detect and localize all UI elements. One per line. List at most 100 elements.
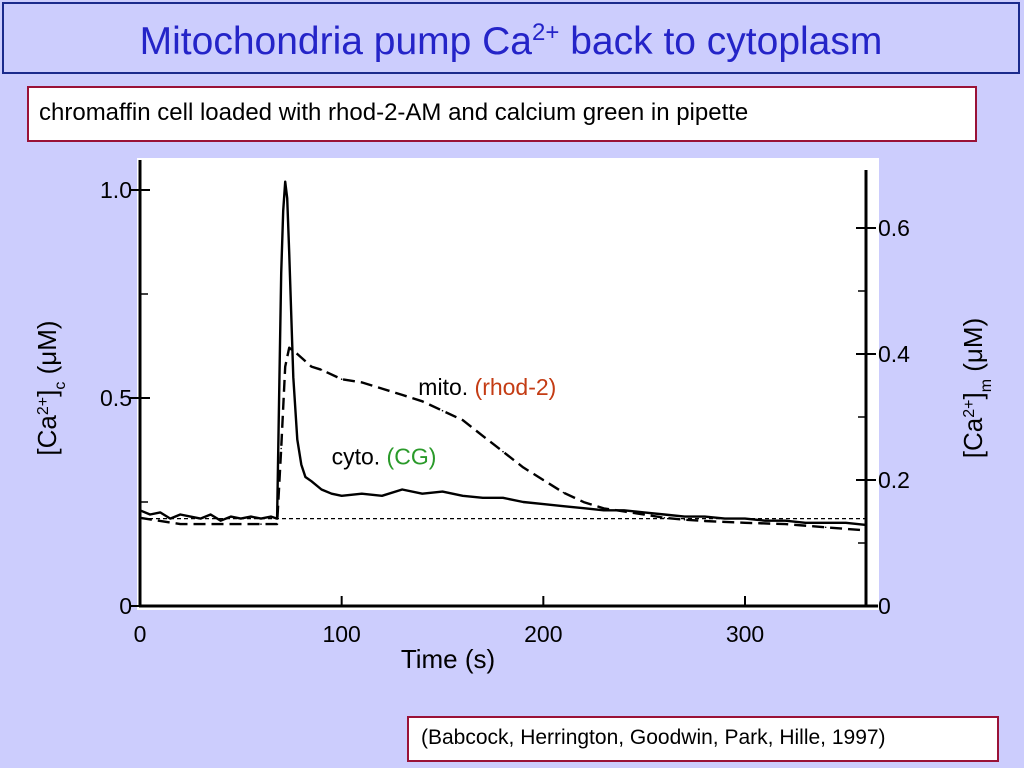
mito-point (643, 513, 645, 516)
mito-point (179, 523, 182, 525)
y-right-axis-label-part: 2+ (961, 400, 978, 418)
y-right-tick-label: 0 (878, 593, 891, 619)
series-name: cyto. (332, 444, 387, 470)
reference-citation: (Babcock, Herrington, Goodwin, Park, Hil… (421, 726, 886, 749)
cyto-point (169, 517, 172, 520)
y-right-tick-label: 0.4 (878, 341, 910, 367)
cyto-point (292, 376, 295, 379)
cyto-point (159, 511, 161, 514)
cyto-point (401, 488, 403, 491)
y-left-axis-label-part: 2+ (35, 397, 52, 415)
cyto-point (562, 505, 565, 507)
cyto-point (340, 494, 343, 497)
mito-point (703, 520, 706, 522)
cyto-point (683, 515, 686, 518)
mito-point (381, 387, 383, 390)
cyto-point (804, 522, 807, 524)
cyto-point (865, 524, 867, 526)
cyto-point (240, 517, 242, 520)
cyto-point (381, 494, 383, 497)
mito-point (865, 529, 867, 532)
cyto-point (724, 517, 726, 520)
mito-point (280, 447, 282, 450)
x-tick-label: 0 (134, 621, 147, 647)
cyto-point (304, 476, 307, 478)
y-left-axis-label-part: c (52, 382, 69, 390)
series-dye: (CG) (387, 444, 437, 470)
mito-point (784, 523, 787, 525)
slide-title: Mitochondria pump Ca2+ back to cytoplasm (139, 19, 883, 63)
mito-point (284, 365, 287, 368)
mito-point (542, 479, 545, 481)
cyto-point (199, 517, 202, 520)
mito-point (502, 450, 504, 453)
cyto-point (139, 509, 141, 512)
mito-point (276, 523, 278, 525)
mito-point (461, 419, 464, 421)
cyto-point (276, 517, 278, 520)
mito-point (288, 346, 291, 349)
cyto-point (179, 513, 182, 516)
y-right-axis-label-part: m (978, 379, 995, 392)
mito-trace (139, 346, 867, 532)
cyto-point (542, 503, 545, 505)
cyto-point (764, 519, 766, 522)
x-axis-label: Time (s) (401, 644, 495, 674)
y-right-tick-label: 0.6 (878, 215, 910, 241)
cyto-point (270, 515, 272, 518)
cyto-point (282, 210, 284, 212)
mito-point (522, 466, 524, 469)
mito-point (139, 517, 141, 519)
cyto-point (663, 513, 666, 516)
y-right-axis-label-part: (μM) (958, 318, 988, 379)
y-right-axis-label: [Ca2+]m (μM) (958, 318, 995, 458)
cyto-point (744, 517, 746, 520)
cyto-label: cyto. (CG) (332, 444, 437, 470)
mito-point (744, 522, 746, 524)
series-dye: (rhod-2) (475, 374, 557, 400)
cyto-point (482, 497, 484, 499)
subtitle-box: chromaffin cell loaded with rhod-2-AM an… (27, 86, 977, 142)
mito-point (361, 381, 363, 384)
cyto-point (461, 494, 464, 497)
x-tick-label: 300 (726, 621, 764, 647)
plot-background (137, 158, 879, 610)
mito-point (310, 365, 313, 368)
cyto-point (189, 515, 192, 518)
y-right-axis-label-part: ] (958, 392, 988, 399)
y-right-tick-label: 0.2 (878, 467, 910, 493)
y-left-axis-label: [Ca2+]c (μM) (32, 320, 69, 455)
mito-point (320, 368, 323, 371)
cyto-point (582, 507, 585, 510)
cyto-point (603, 509, 605, 512)
y-left-axis-label-part: (μM) (32, 320, 62, 381)
y-left-tick-label: 0 (119, 593, 132, 619)
cyto-point (310, 480, 313, 483)
cyto-point (229, 515, 232, 518)
mito-point (219, 523, 222, 525)
title-box: Mitochondria pump Ca2+ back to cytoplasm (2, 2, 1020, 74)
x-tick-label: 200 (524, 621, 562, 647)
mito-point (296, 353, 299, 355)
cyto-point (149, 513, 151, 516)
cyto-point (522, 501, 524, 503)
reference-box: (Babcock, Herrington, Goodwin, Park, Hil… (407, 716, 999, 762)
mito-point (623, 510, 625, 513)
mito-point (824, 526, 827, 529)
cyto-point (320, 488, 323, 491)
mito-point (663, 517, 666, 519)
cyto-point (330, 492, 333, 495)
mito-label: mito. (rhod-2) (418, 374, 556, 400)
cyto-point (284, 180, 287, 183)
mito-point (582, 501, 585, 503)
cyto-point (441, 490, 444, 493)
mito-point (562, 491, 565, 494)
mito-point (260, 523, 262, 525)
y-left-tick-label: 1.0 (100, 177, 132, 203)
cyto-point (288, 251, 291, 254)
cyto-point (784, 519, 787, 522)
y-left-axis-label-part: ] (32, 390, 62, 397)
mito-point (603, 507, 605, 510)
cyto-point (219, 519, 222, 522)
